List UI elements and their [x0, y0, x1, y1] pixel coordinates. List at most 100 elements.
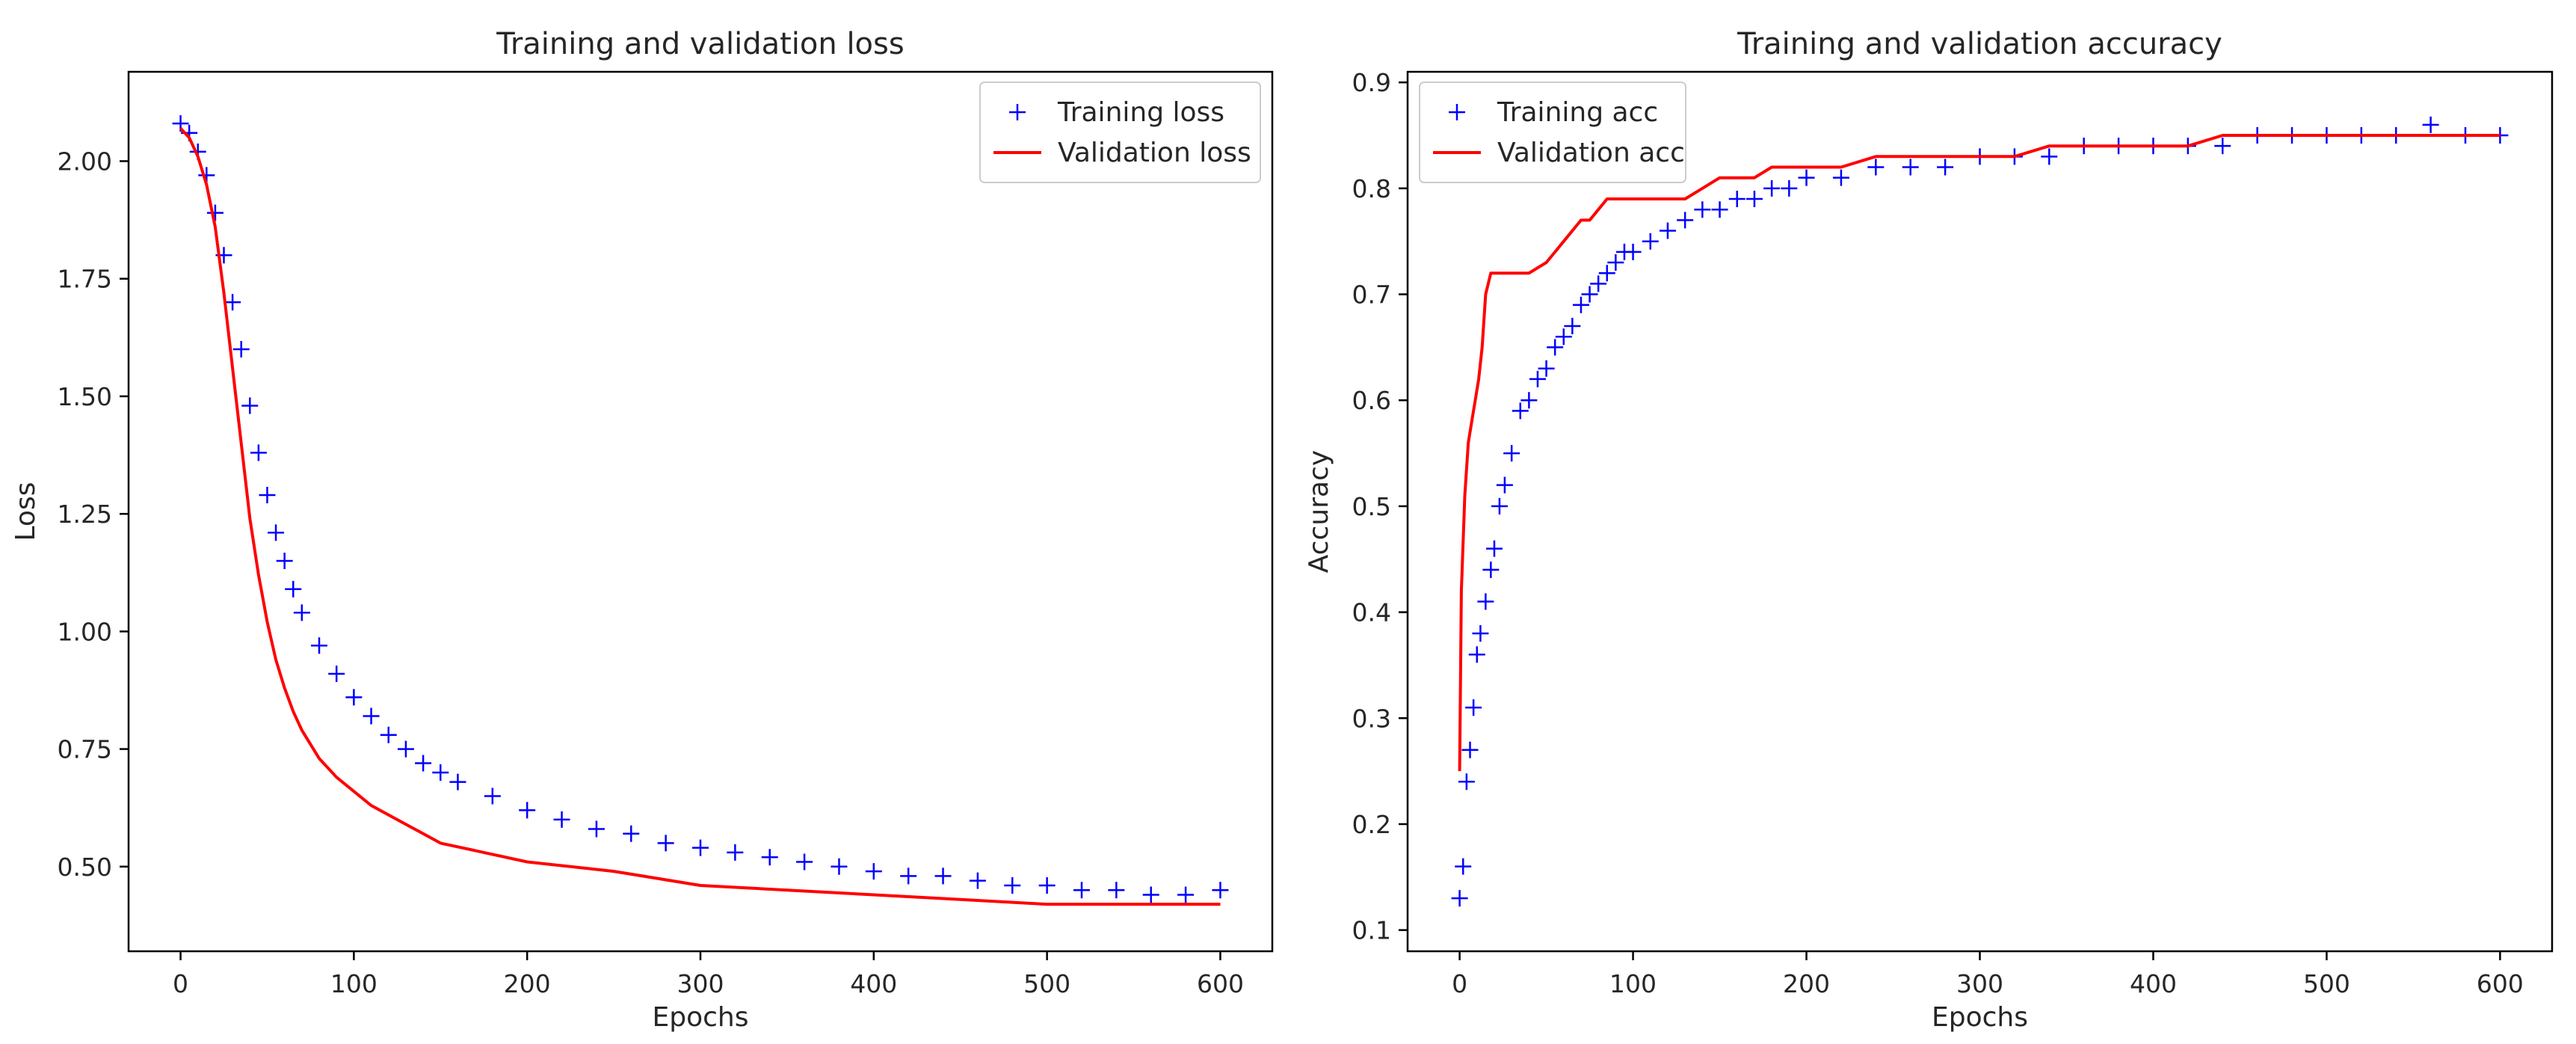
legend-entry-label: Validation acc [1497, 138, 1685, 168]
data-point [1496, 476, 1513, 494]
data-point [969, 872, 986, 889]
data-point [1004, 876, 1021, 894]
data-point [432, 764, 449, 782]
data-point [285, 580, 302, 598]
data-point [1694, 201, 1711, 218]
data-point [1711, 201, 1728, 218]
data-point [692, 839, 709, 856]
x-tick-label: 400 [2130, 969, 2177, 998]
data-point [1677, 212, 1694, 229]
data-point [588, 820, 605, 838]
data-point [831, 858, 848, 875]
data-point [1781, 179, 1798, 197]
data-point [1455, 858, 1472, 875]
data-point [1555, 328, 1572, 346]
data-point [1763, 179, 1781, 197]
data-point [259, 486, 276, 503]
data-point [796, 853, 813, 870]
data-point [1902, 159, 1919, 176]
accuracy-legend: Training acc Validation acc [1419, 82, 1686, 183]
x-tick-label: 500 [2303, 969, 2350, 998]
y-tick-label: 1.75 [58, 265, 112, 294]
x-tick-label: 300 [677, 969, 724, 998]
data-point [1491, 497, 1508, 515]
data-point [761, 849, 778, 866]
data-point [1461, 741, 1479, 758]
y-tick-label: 0.6 [1352, 386, 1391, 415]
y-tick-label: 1.00 [58, 617, 112, 646]
data-point [1512, 402, 1529, 420]
data-point [1607, 254, 1624, 271]
y-tick-label: 0.8 [1352, 174, 1391, 203]
data-point [1529, 370, 1546, 387]
data-point [1867, 159, 1885, 176]
x-tick-label: 200 [504, 969, 551, 998]
data-point [232, 341, 250, 358]
data-point [1564, 318, 1581, 335]
y-tick-label: 1.25 [58, 500, 112, 529]
x-tick-label: 0 [1452, 969, 1467, 998]
data-point [1142, 886, 1159, 903]
data-point [1572, 296, 1589, 313]
loss-axes-frame [127, 70, 1274, 953]
data-point [268, 524, 285, 541]
data-point [206, 204, 224, 221]
y-tick-label: 1.50 [58, 382, 112, 411]
accuracy-y-axis-label: Accuracy [1304, 450, 1334, 573]
data-point [553, 811, 570, 828]
data-point [1177, 886, 1195, 903]
data-point [328, 665, 345, 682]
legend-marker-swatch [1449, 104, 1465, 120]
legend-entry-label: Training loss [1057, 97, 1224, 128]
data-point [1108, 882, 1125, 899]
data-point [2214, 138, 2231, 155]
data-point [1472, 624, 1489, 642]
legend-entry-label: Training acc [1497, 97, 1658, 128]
data-point [293, 604, 310, 621]
loss-legend: Training loss Validation loss [979, 82, 1261, 183]
accuracy-plot-area [1451, 116, 2509, 907]
x-tick-label: 400 [850, 969, 897, 998]
data-point [1642, 233, 1659, 250]
x-tick-label: 600 [1197, 969, 1244, 998]
data-point [397, 740, 414, 758]
data-point [519, 802, 536, 819]
loss-chart-title: Training and validation loss [496, 27, 904, 61]
data-point [1598, 265, 1615, 282]
data-point [865, 863, 882, 880]
data-point [623, 825, 640, 842]
data-point [1581, 286, 1598, 303]
data-point [1937, 159, 1954, 176]
data-point [276, 553, 293, 570]
legend-entry-label: Validation loss [1058, 138, 1251, 168]
data-point [1482, 561, 1500, 578]
validation-acc-line [1458, 134, 2500, 772]
data-point [1798, 169, 1815, 186]
x-tick-label: 100 [1609, 969, 1657, 998]
accuracy-chart: 0 100 200 300 400 500 600 0.1 0.2 0.3 0.4 0.5 0.6 0.7… [1304, 27, 2554, 1033]
data-point [1745, 191, 1763, 208]
data-point [934, 868, 952, 885]
data-point [1520, 392, 1538, 409]
y-tick-label: 0.50 [58, 853, 112, 882]
x-tick-label: 0 [173, 969, 188, 998]
y-tick-label: 0.9 [1352, 68, 1391, 97]
data-point [311, 637, 327, 654]
data-point [657, 835, 674, 852]
data-point [1458, 773, 1475, 790]
y-tick-label: 2.00 [58, 147, 112, 176]
data-point [1451, 890, 1468, 907]
data-point [2041, 148, 2058, 165]
y-tick-label: 0.2 [1352, 810, 1391, 839]
data-point [1624, 243, 1642, 260]
data-point [1485, 540, 1503, 557]
data-point [1538, 360, 1555, 377]
x-tick-label: 500 [1023, 969, 1070, 998]
data-point [2422, 116, 2439, 133]
data-point [224, 294, 241, 311]
y-tick-label: 0.4 [1352, 598, 1391, 627]
accuracy-chart-title: Training and validation accuracy [1737, 27, 2222, 61]
x-tick-label: 300 [1956, 969, 2003, 998]
loss-plot-area [172, 115, 1229, 906]
loss-x-axis-label: Epochs [653, 1002, 749, 1033]
